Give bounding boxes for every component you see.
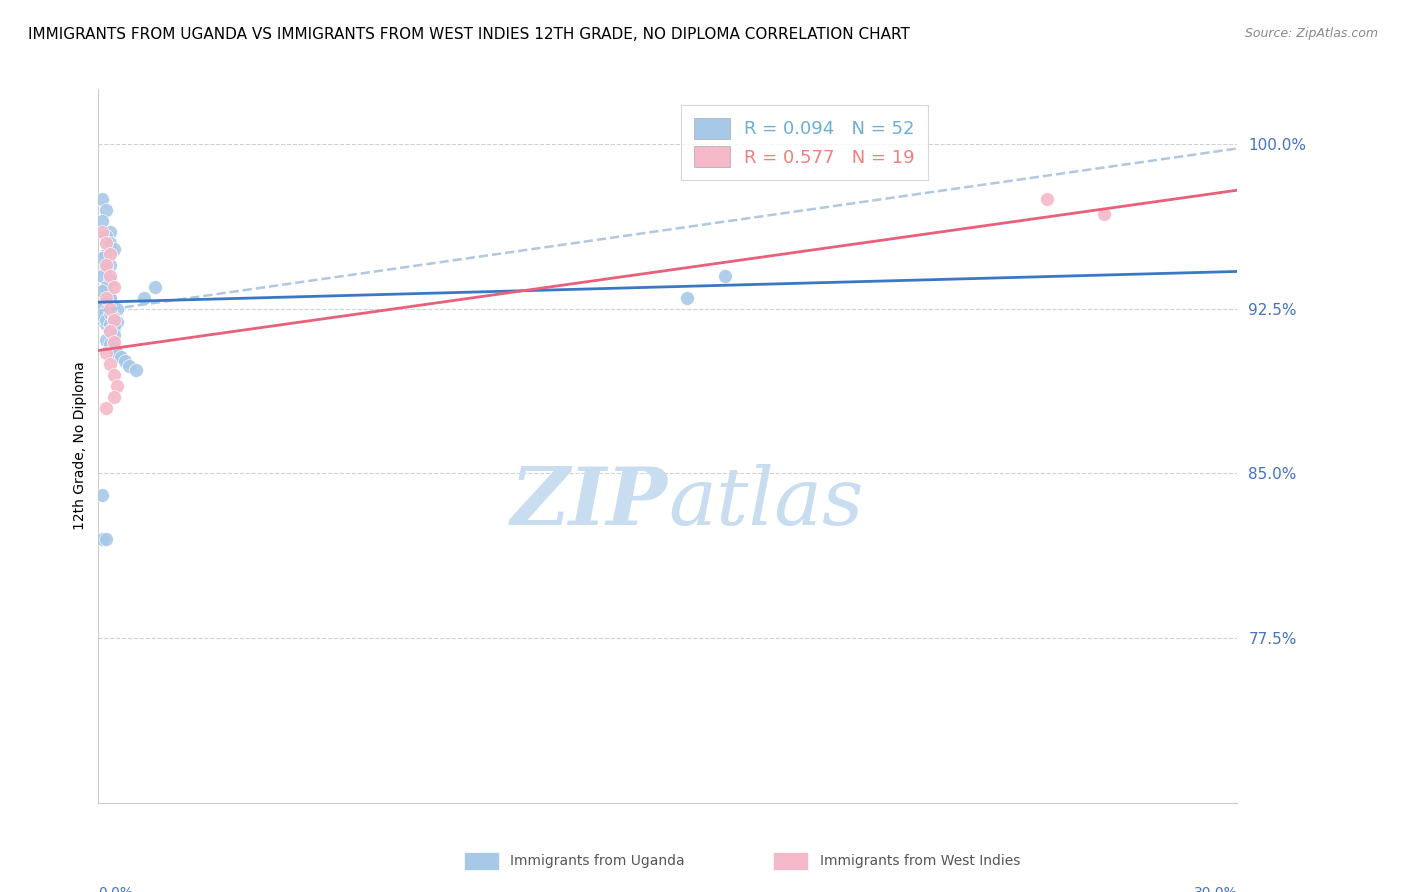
Point xyxy=(125,363,148,377)
Point xyxy=(103,321,125,335)
Text: Immigrants from West Indies: Immigrants from West Indies xyxy=(820,854,1021,868)
Point xyxy=(91,488,114,502)
Point xyxy=(107,315,129,329)
Point xyxy=(98,301,121,316)
Point xyxy=(103,328,125,343)
Point xyxy=(91,300,114,314)
Point xyxy=(103,368,125,382)
Point xyxy=(91,284,114,298)
Point xyxy=(98,258,121,272)
Point xyxy=(98,306,121,320)
Legend: R = 0.094   N = 52, R = 0.577   N = 19: R = 0.094 N = 52, R = 0.577 N = 19 xyxy=(682,105,928,179)
Point xyxy=(94,258,117,272)
Point xyxy=(91,268,114,283)
Point xyxy=(98,309,121,323)
Point xyxy=(103,243,125,257)
Point xyxy=(94,401,117,415)
Point xyxy=(110,350,132,364)
Point xyxy=(103,280,125,294)
Point xyxy=(98,235,121,250)
Point xyxy=(98,317,121,331)
Text: Immigrants from Uganda: Immigrants from Uganda xyxy=(510,854,685,868)
Point xyxy=(94,229,117,244)
Text: ZIP: ZIP xyxy=(510,465,668,541)
Point xyxy=(714,268,737,283)
Point xyxy=(1036,192,1059,206)
Point xyxy=(94,235,117,250)
Point xyxy=(94,247,117,261)
Text: Source: ZipAtlas.com: Source: ZipAtlas.com xyxy=(1244,27,1378,40)
Text: atlas: atlas xyxy=(668,465,863,541)
Point xyxy=(107,345,129,359)
Point xyxy=(98,247,121,261)
Point xyxy=(94,304,117,318)
Point xyxy=(103,312,125,326)
Point xyxy=(114,354,136,368)
Point xyxy=(145,280,167,294)
Point xyxy=(91,533,114,547)
Point xyxy=(107,301,129,316)
Point xyxy=(676,291,699,305)
Text: 0.0%: 0.0% xyxy=(98,887,134,892)
Point xyxy=(94,304,117,318)
Point xyxy=(94,333,117,347)
Point xyxy=(94,312,117,326)
Point xyxy=(94,295,117,310)
Point xyxy=(94,262,117,277)
Point xyxy=(1094,207,1116,221)
Point xyxy=(107,378,129,392)
Point xyxy=(98,291,121,305)
Point xyxy=(94,345,117,359)
Text: IMMIGRANTS FROM UGANDA VS IMMIGRANTS FROM WEST INDIES 12TH GRADE, NO DIPLOMA COR: IMMIGRANTS FROM UGANDA VS IMMIGRANTS FRO… xyxy=(28,27,910,42)
Text: 30.0%: 30.0% xyxy=(1194,887,1237,892)
Point xyxy=(91,312,114,326)
Point xyxy=(91,225,114,239)
Point xyxy=(94,280,117,294)
Point xyxy=(103,310,125,325)
Point xyxy=(98,291,121,305)
Point xyxy=(103,334,125,349)
Point xyxy=(94,202,117,217)
Point xyxy=(132,291,155,305)
Point xyxy=(103,390,125,404)
Point xyxy=(98,324,121,338)
Point xyxy=(98,357,121,371)
Point xyxy=(91,252,114,266)
Point xyxy=(98,268,121,283)
Point xyxy=(91,192,114,206)
Point xyxy=(94,317,117,331)
Point xyxy=(98,225,121,239)
Y-axis label: 12th Grade, No Diploma: 12th Grade, No Diploma xyxy=(73,361,87,531)
Point xyxy=(91,309,114,323)
Point xyxy=(91,300,114,314)
Point xyxy=(103,319,125,334)
Point xyxy=(118,359,141,373)
Point xyxy=(98,337,121,351)
Point xyxy=(98,324,121,338)
Point xyxy=(103,341,125,355)
Point xyxy=(94,291,117,305)
Point xyxy=(94,533,117,547)
Point xyxy=(98,273,121,287)
Point xyxy=(94,295,117,310)
Point xyxy=(91,214,114,228)
